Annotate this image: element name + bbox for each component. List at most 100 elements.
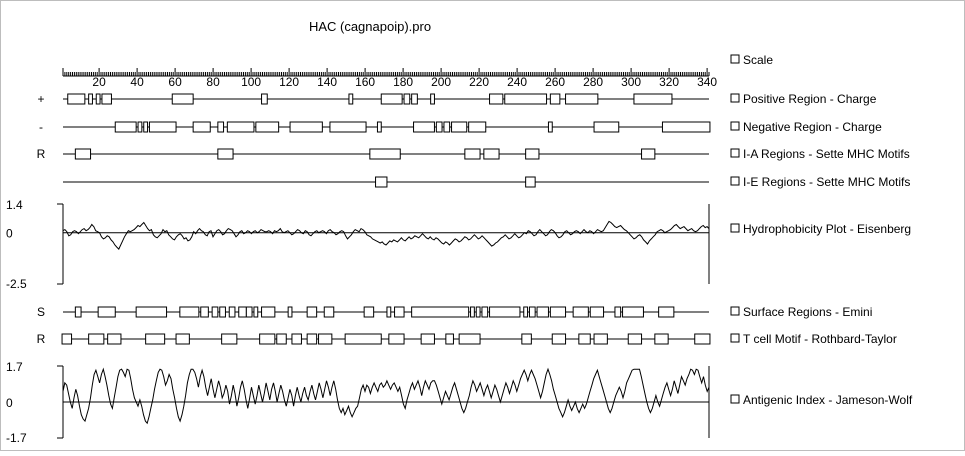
region-box bbox=[413, 121, 435, 133]
legend-checkbox bbox=[730, 121, 740, 131]
scale-tick-label: 240 bbox=[507, 75, 527, 89]
region-box bbox=[451, 121, 468, 133]
region-box bbox=[525, 148, 540, 160]
region-box bbox=[228, 306, 236, 318]
chart-title: HAC (cagnapoip).pro bbox=[309, 19, 431, 34]
region-box bbox=[101, 93, 112, 105]
region-box bbox=[261, 306, 276, 318]
region-box bbox=[95, 93, 101, 105]
region-box bbox=[386, 306, 392, 318]
region-box bbox=[627, 333, 643, 345]
legend-checkbox bbox=[730, 176, 740, 186]
scale-tick-label: 100 bbox=[241, 75, 261, 89]
legend-checkbox bbox=[730, 54, 740, 64]
region-box bbox=[211, 306, 219, 318]
scale-tick-label: 160 bbox=[355, 75, 375, 89]
region-box bbox=[578, 333, 591, 345]
region-box bbox=[148, 121, 177, 133]
hydrophobicity-line bbox=[62, 220, 710, 250]
region-box bbox=[565, 93, 599, 105]
region-box bbox=[261, 93, 268, 105]
legend-label: Negative Region - Charge bbox=[743, 120, 882, 134]
region-box bbox=[221, 333, 238, 345]
region-box bbox=[192, 121, 211, 133]
region-box bbox=[143, 121, 149, 133]
legend-label: I-E Regions - Sette MHC Motifs bbox=[743, 175, 910, 189]
scale-tick-label: 340 bbox=[697, 75, 717, 89]
region-box bbox=[97, 306, 116, 318]
hydrophobicity-y-tick-label: -2.5 bbox=[6, 277, 27, 291]
region-box bbox=[107, 333, 122, 345]
region-box bbox=[489, 306, 521, 318]
region-box bbox=[289, 121, 323, 133]
scale-tick-label: 320 bbox=[659, 75, 679, 89]
scale-tick-label: 120 bbox=[279, 75, 299, 89]
region-box bbox=[694, 333, 711, 345]
antigenic-index-y-tick-label: 0 bbox=[6, 396, 13, 410]
region-box bbox=[380, 93, 403, 105]
region-box bbox=[481, 306, 489, 318]
region-box bbox=[388, 333, 405, 345]
legend-label: Scale bbox=[743, 53, 773, 67]
region-box bbox=[411, 306, 470, 318]
scale-tick-label: 200 bbox=[431, 75, 451, 89]
region-box bbox=[291, 333, 302, 345]
scale-tick-label: 140 bbox=[317, 75, 337, 89]
region-box bbox=[137, 121, 143, 133]
region-box bbox=[255, 121, 280, 133]
scale-tick-label: 20 bbox=[92, 75, 106, 89]
antigenic-index-y-tick-label: 1.7 bbox=[6, 360, 23, 374]
region-box bbox=[458, 333, 481, 345]
region-box bbox=[245, 306, 253, 318]
region-box bbox=[369, 148, 401, 160]
antigenic-index-line bbox=[62, 367, 710, 425]
scale-tick-label: 180 bbox=[393, 75, 413, 89]
legend-label: T cell Motif - Rothbard-Taylor bbox=[743, 332, 897, 346]
region-box bbox=[525, 176, 536, 188]
region-box bbox=[523, 306, 529, 318]
region-box bbox=[344, 333, 382, 345]
legend-label: Surface Regions - Emini bbox=[743, 305, 872, 319]
region-box bbox=[114, 121, 137, 133]
region-box bbox=[661, 121, 711, 133]
line-plots: 1.4 0 -2.5 1.7 0 -1.7 bbox=[6, 198, 710, 445]
legend-checkbox bbox=[730, 394, 740, 404]
region-box bbox=[549, 93, 561, 105]
hydrophobicity-y-tick-label: 0 bbox=[6, 227, 13, 241]
legend-checkbox bbox=[730, 93, 740, 103]
region-box bbox=[420, 333, 435, 345]
region-box bbox=[641, 148, 656, 160]
region-box bbox=[323, 306, 335, 318]
legend-checkbox bbox=[730, 223, 740, 233]
antigenic-index-y-tick-label: -1.7 bbox=[6, 431, 27, 445]
region-box bbox=[306, 306, 318, 318]
region-box bbox=[489, 93, 504, 105]
scale-tick-label: 280 bbox=[583, 75, 603, 89]
region-box bbox=[536, 306, 549, 318]
region-box bbox=[504, 93, 548, 105]
region-box bbox=[468, 121, 487, 133]
scale-tick-label: 260 bbox=[545, 75, 565, 89]
region-box bbox=[226, 121, 255, 133]
region-box bbox=[329, 121, 367, 133]
region-box bbox=[318, 333, 333, 345]
track-label: - bbox=[39, 120, 43, 134]
region-tracks: +-RSR bbox=[37, 92, 711, 346]
region-box bbox=[375, 176, 388, 188]
scale-tick-label: 300 bbox=[621, 75, 641, 89]
region-box bbox=[88, 93, 93, 105]
region-box bbox=[74, 306, 82, 318]
hydrophobicity-y-tick-label: 1.4 bbox=[6, 198, 23, 212]
region-box bbox=[658, 306, 675, 318]
region-box bbox=[614, 306, 622, 318]
region-box bbox=[145, 333, 166, 345]
region-box bbox=[394, 306, 405, 318]
scale-axis: 20 40 60 80 100 120 140 160 180 200 220 240 260 280 30… bbox=[62, 68, 717, 89]
region-box bbox=[443, 121, 451, 133]
scale-tick-label: 220 bbox=[469, 75, 489, 89]
region-box bbox=[483, 148, 500, 160]
region-box bbox=[88, 333, 105, 345]
